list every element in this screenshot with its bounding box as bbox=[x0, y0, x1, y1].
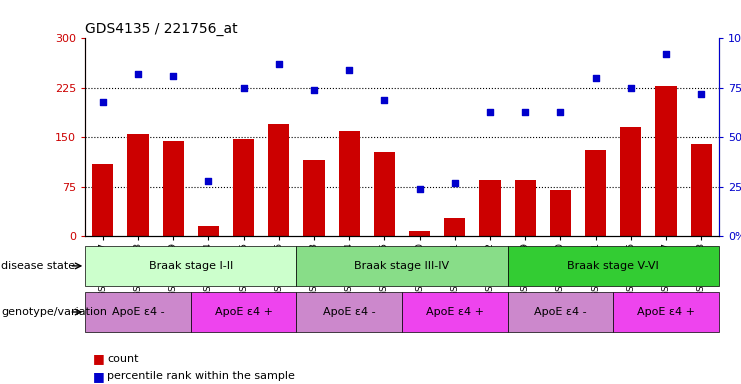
Bar bbox=[296, 246, 508, 286]
Bar bbox=[85, 246, 296, 286]
Bar bbox=[409, 231, 430, 236]
Point bbox=[379, 97, 391, 103]
Bar bbox=[402, 292, 508, 332]
Text: ApoE ε4 -: ApoE ε4 - bbox=[323, 307, 376, 317]
Bar bbox=[655, 86, 677, 236]
Bar bbox=[303, 161, 325, 236]
Bar bbox=[268, 124, 289, 236]
Text: Braak stage III-IV: Braak stage III-IV bbox=[354, 261, 450, 271]
Bar bbox=[233, 139, 254, 236]
Point bbox=[132, 71, 144, 77]
Bar bbox=[691, 144, 711, 236]
Text: Braak stage V-VI: Braak stage V-VI bbox=[568, 261, 659, 271]
Bar bbox=[85, 292, 191, 332]
Point bbox=[554, 109, 566, 115]
Point bbox=[273, 61, 285, 67]
Bar bbox=[508, 246, 719, 286]
Text: Braak stage I-II: Braak stage I-II bbox=[149, 261, 233, 271]
Bar bbox=[92, 164, 113, 236]
Point bbox=[343, 67, 355, 73]
Text: ■: ■ bbox=[93, 370, 104, 383]
Bar bbox=[373, 152, 395, 236]
Point bbox=[202, 178, 214, 184]
Point bbox=[590, 75, 602, 81]
Bar bbox=[550, 190, 571, 236]
Bar bbox=[514, 180, 536, 236]
Bar bbox=[444, 218, 465, 236]
Point bbox=[308, 87, 320, 93]
Point bbox=[238, 85, 250, 91]
Bar bbox=[198, 226, 219, 236]
Bar bbox=[162, 141, 184, 236]
Bar bbox=[620, 127, 641, 236]
Text: ApoE ε4 +: ApoE ε4 + bbox=[426, 307, 484, 317]
Bar bbox=[191, 292, 296, 332]
Point bbox=[97, 99, 109, 105]
Point bbox=[167, 73, 179, 79]
Text: GDS4135 / 221756_at: GDS4135 / 221756_at bbox=[85, 22, 238, 36]
Text: disease state: disease state bbox=[1, 261, 76, 271]
Point bbox=[625, 85, 637, 91]
Text: ApoE ε4 +: ApoE ε4 + bbox=[215, 307, 273, 317]
Text: percentile rank within the sample: percentile rank within the sample bbox=[107, 371, 296, 381]
Bar bbox=[339, 131, 359, 236]
Text: ■: ■ bbox=[93, 353, 104, 366]
Point bbox=[449, 180, 461, 186]
Text: genotype/variation: genotype/variation bbox=[1, 307, 107, 317]
Point bbox=[695, 91, 707, 97]
Bar bbox=[296, 292, 402, 332]
Bar bbox=[614, 292, 719, 332]
Bar bbox=[585, 151, 606, 236]
Point bbox=[484, 109, 496, 115]
Point bbox=[519, 109, 531, 115]
Text: ApoE ε4 -: ApoE ε4 - bbox=[534, 307, 587, 317]
Bar bbox=[508, 292, 614, 332]
Point bbox=[413, 185, 425, 192]
Text: count: count bbox=[107, 354, 139, 364]
Text: ApoE ε4 -: ApoE ε4 - bbox=[112, 307, 165, 317]
Point bbox=[660, 51, 672, 57]
Bar bbox=[479, 180, 500, 236]
Text: ApoE ε4 +: ApoE ε4 + bbox=[637, 307, 695, 317]
Bar bbox=[127, 134, 148, 236]
